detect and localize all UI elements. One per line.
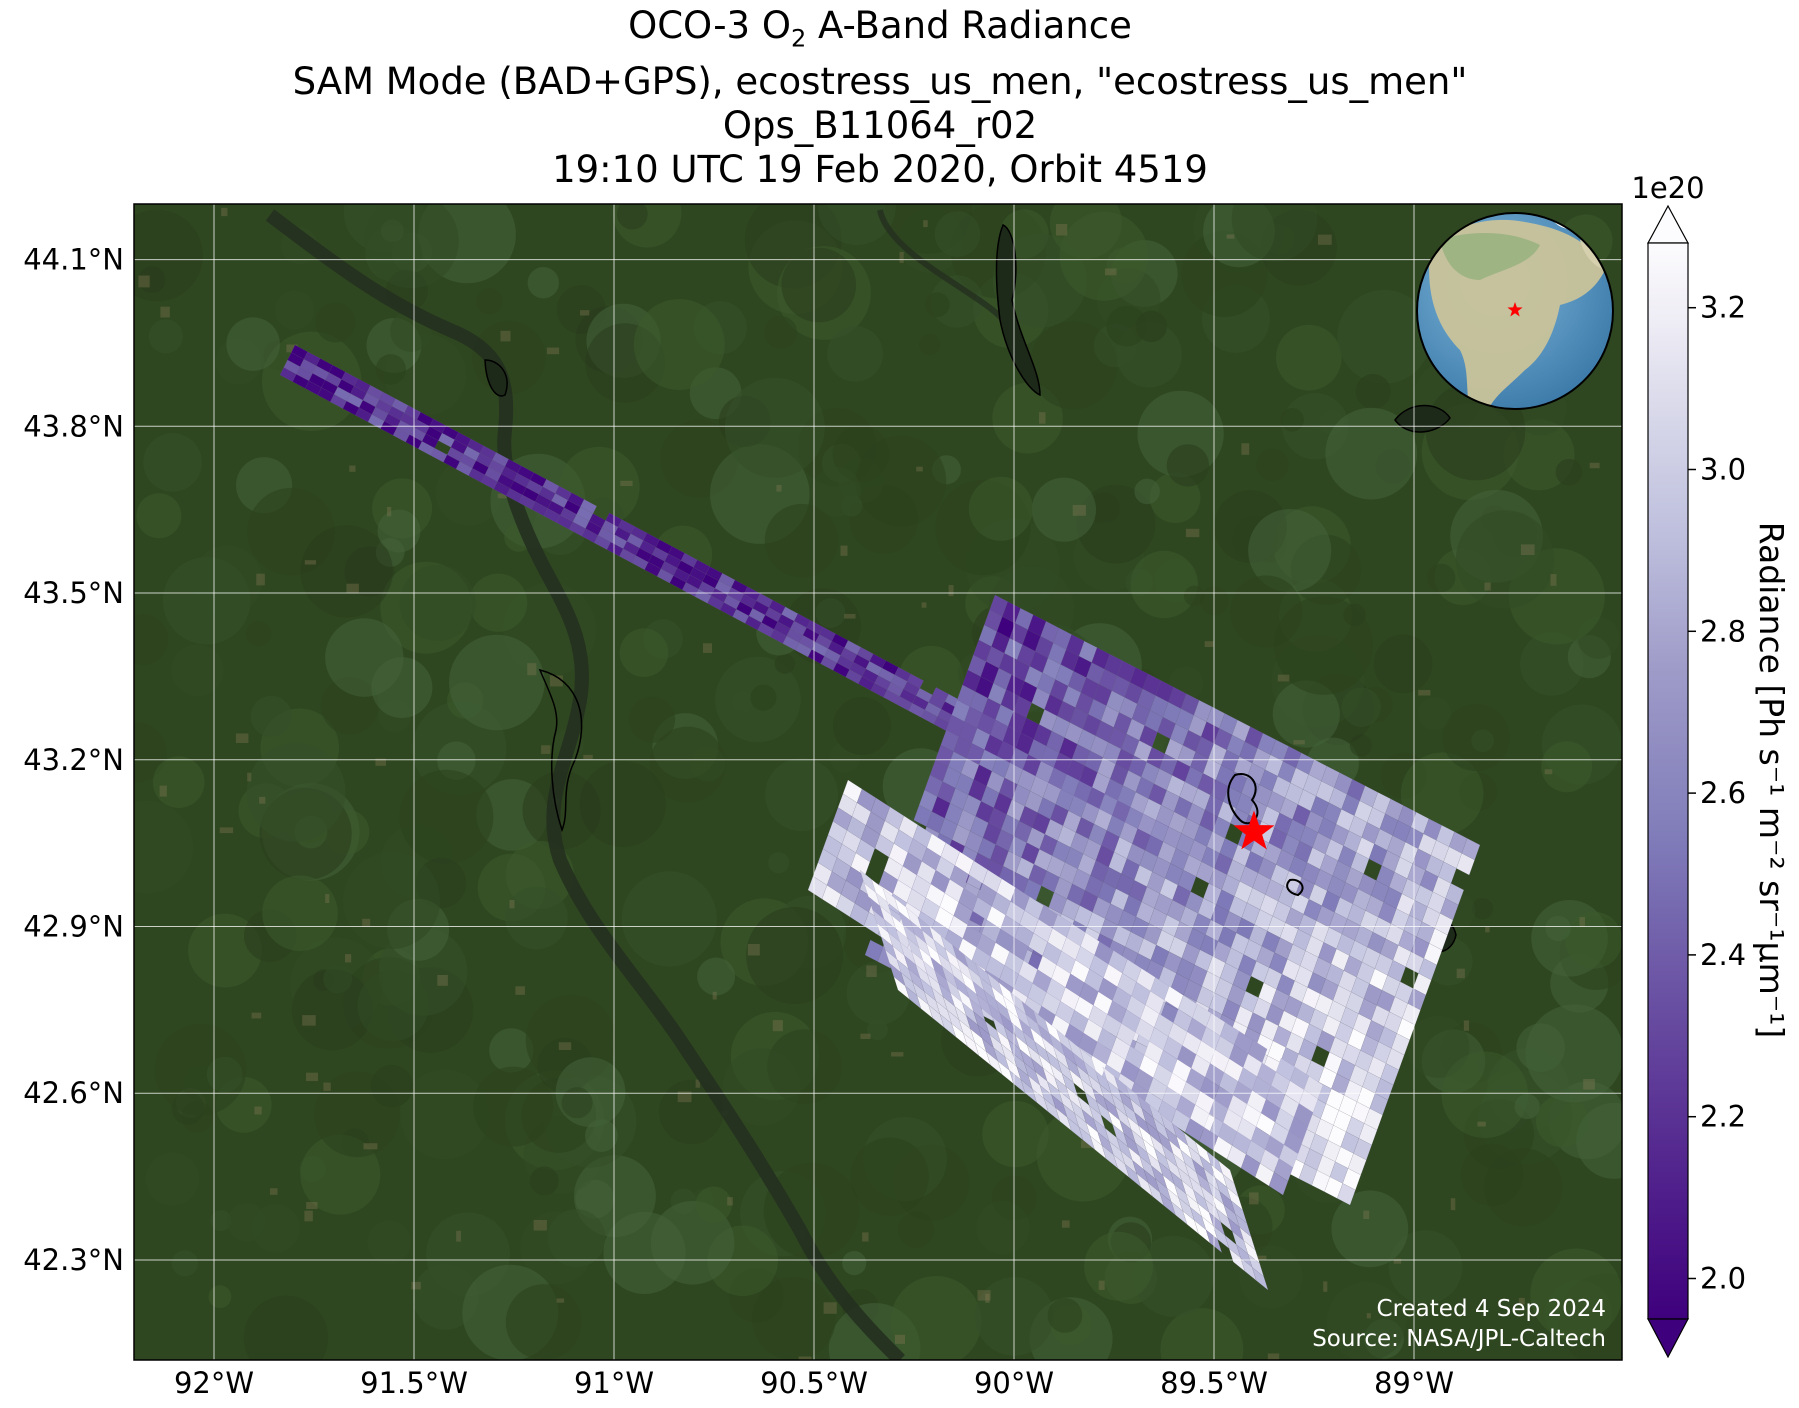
swath-lower-2 [859, 869, 1269, 1291]
y-tick-labels: 44.1°N 43.8°N 43.5°N 43.2°N 42.9°N 42.6°N 42.3… [23, 243, 124, 1277]
map-frame [133, 203, 1623, 1361]
colorbar-extend-top [1646, 204, 1690, 244]
x-tick-label: 92°W [174, 1366, 254, 1400]
x-tick-label: 90°W [974, 1366, 1054, 1400]
title-line-2: SAM Mode (BAD+GPS), ecostress_us_men, "e… [292, 60, 1468, 104]
river-mississippi [265, 209, 905, 1360]
chart-title: OCO-3 O2 A-Band Radiance SAM Mode (BAD+G… [0, 4, 1760, 192]
colorbar-extend-bottom [1647, 1318, 1689, 1359]
lake-outline [995, 224, 1041, 397]
colorbar-tick-label: 2.2 [1700, 1100, 1746, 1134]
y-tick-label: 43.2°N [23, 743, 124, 777]
x-tick-label: 91.5°W [360, 1366, 468, 1400]
colorbar-tick-label: 3.0 [1700, 453, 1746, 487]
y-tick-label: 43.8°N [23, 409, 124, 443]
lake-outline [1286, 878, 1304, 897]
target-star-icon [1233, 810, 1275, 850]
swath-lower-1 [807, 779, 1324, 1196]
credit-source: Source: NASA/JPL-Caltech [1312, 1326, 1606, 1352]
globe-star-icon [1507, 302, 1523, 317]
x-tick-label: 90.5°W [760, 1366, 868, 1400]
colorbar-tick-label: 2.6 [1700, 776, 1746, 810]
colorbar-tick-label: 2.0 [1700, 1262, 1746, 1296]
lake-outline [1394, 404, 1451, 433]
x-tick-labels: 92°W 91.5°W 91°W 90.5°W 90°W 89.5°W 89°W [174, 1366, 1454, 1400]
x-tick-label: 89°W [1374, 1366, 1454, 1400]
colorbar-gradient [1647, 242, 1689, 1320]
y-tick-label: 42.6°N [23, 1076, 124, 1110]
lake-outline [484, 359, 508, 397]
colorbar-tick-label: 2.8 [1700, 614, 1746, 648]
title-line-3: Ops_B11064_r02 [722, 104, 1038, 148]
colorbar: 2.0 2.2 2.4 2.6 2.8 3.0 3.2 1e20 Radiance [Ph … [1631, 171, 1791, 1359]
colorbar-ticks: 2.0 2.2 2.4 2.6 2.8 3.0 3.2 [1688, 291, 1746, 1296]
lake-outline [538, 668, 583, 833]
colorbar-tick-label: 2.4 [1700, 938, 1746, 972]
x-tick-label: 89.5°W [1160, 1366, 1268, 1400]
x-tick-label: 91°W [574, 1366, 654, 1400]
colorbar-scale-note: 1e20 [1631, 171, 1704, 205]
colorbar-tick-label: 3.2 [1700, 291, 1746, 325]
inset-globe [1416, 212, 1614, 410]
title-line-4: 19:10 UTC 19 Feb 2020, Orbit 4519 [552, 148, 1208, 192]
y-tick-label: 44.1°N [23, 243, 124, 277]
colorbar-label: Radiance [Ph s⁻¹ m⁻² sr⁻¹μm⁻¹] [1752, 522, 1791, 1038]
title-line-1: OCO-3 O2 A-Band Radiance [628, 4, 1132, 53]
y-tick-label: 42.9°N [23, 910, 124, 944]
basemap [134, 204, 1622, 1360]
y-tick-label: 43.5°N [23, 576, 124, 610]
y-tick-label: 42.3°N [23, 1243, 124, 1277]
credit-created: Created 4 Sep 2024 [1377, 1296, 1606, 1322]
gridlines [134, 204, 1622, 1360]
